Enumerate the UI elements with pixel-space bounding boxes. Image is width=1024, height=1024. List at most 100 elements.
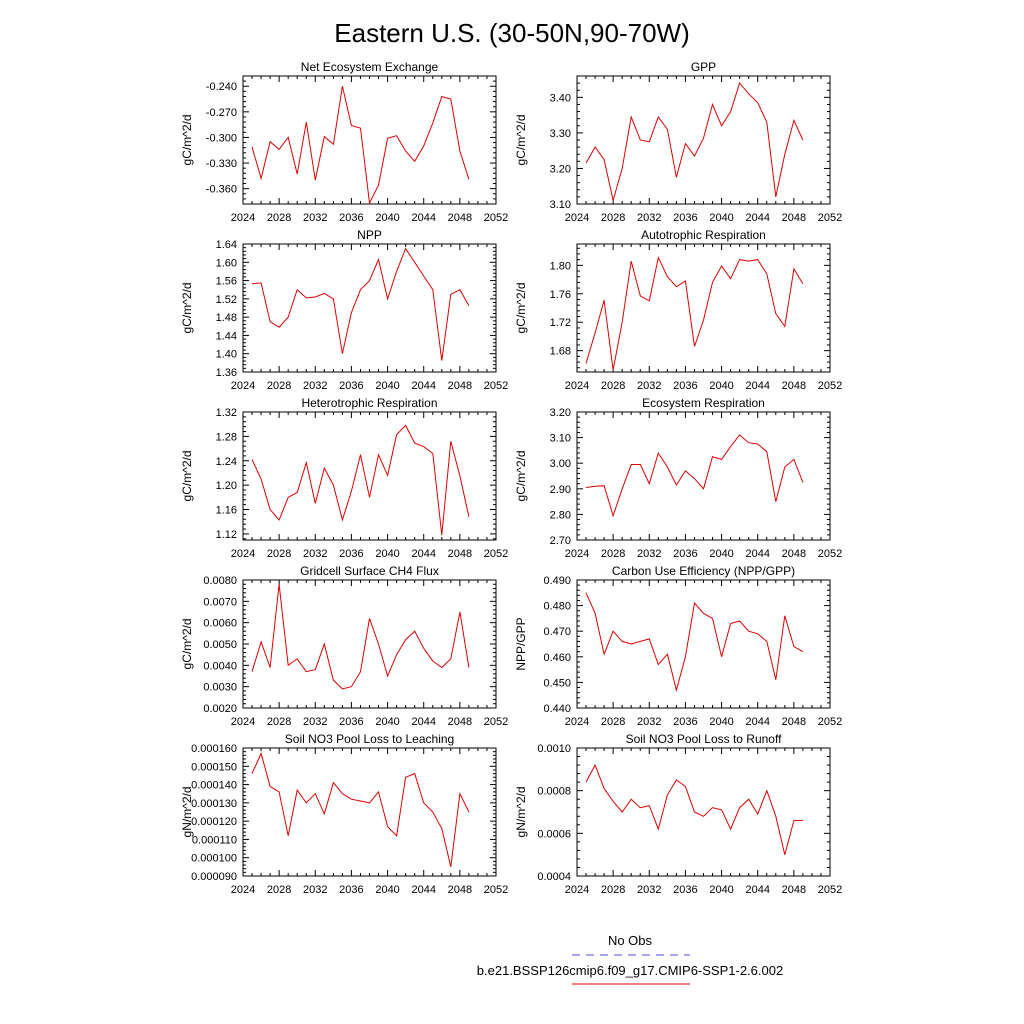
x-tick-label: 2052: [484, 716, 508, 728]
x-tick-label: 2048: [782, 716, 806, 728]
legend-obs-label: No Obs: [608, 933, 653, 948]
x-tick-label: 2040: [375, 716, 399, 728]
x-tick-label: 2024: [231, 884, 255, 896]
plot-frame: [576, 75, 831, 205]
y-tick-label: 1.20: [216, 480, 237, 492]
legend: No Obs b.e21.BSSP126cmip6.f09_g17.CMIP6-…: [477, 933, 783, 985]
series-line: [585, 82, 804, 201]
y-tick-label: 0.440: [543, 703, 571, 715]
chart-title: Autotrophic Respiration: [641, 228, 766, 242]
plot-frame: [576, 411, 831, 541]
x-tick-label: 2024: [565, 716, 589, 728]
y-tick-label: 0.470: [543, 626, 571, 638]
y-tick-label: 1.16: [216, 505, 237, 517]
y-tick-label: 0.000110: [192, 834, 237, 846]
y-tick-label: 0.0008: [537, 786, 571, 798]
x-tick-label: 2028: [267, 212, 291, 224]
y-axis-label: NPP/GPP: [514, 617, 528, 670]
x-tick-label: 2048: [448, 212, 472, 224]
x-tick-label: 2028: [267, 716, 291, 728]
x-tick-label: 2044: [411, 380, 435, 392]
x-tick-label: 2048: [448, 884, 472, 896]
x-tick-label: 2044: [745, 212, 769, 224]
x-tick-label: 2044: [745, 884, 769, 896]
y-tick-label: 3.20: [550, 163, 571, 175]
plot-frame: [242, 411, 497, 541]
y-tick-label: 1.52: [216, 294, 237, 306]
y-tick-label: 1.12: [216, 529, 237, 541]
chart-panel: Ecosystem Respiration gC/m^2/d 2024 2028 203…: [514, 396, 842, 560]
x-tick-label: 2044: [745, 548, 769, 560]
series-line: [251, 86, 470, 205]
plot-frame: [576, 579, 831, 709]
y-tick-label: 3.30: [550, 128, 571, 140]
y-axis-label: gC/m^2/d: [180, 619, 194, 670]
y-tick-label: 1.56: [216, 276, 237, 288]
page-title: Eastern U.S. (30-50N,90-70W): [334, 18, 689, 48]
series-line: [585, 592, 804, 693]
x-tick-label: 2040: [375, 884, 399, 896]
y-tick-label: 2.90: [550, 484, 571, 496]
x-tick-label: 2052: [484, 380, 508, 392]
x-tick-label: 2036: [339, 548, 363, 560]
chart-panel: Heterotrophic Respiration gC/m^2/d 2024 202…: [180, 396, 508, 560]
x-tick-label: 2044: [745, 716, 769, 728]
y-tick-label: 1.28: [216, 431, 237, 443]
y-tick-label: 1.60: [216, 257, 237, 269]
series-line: [251, 247, 470, 361]
y-tick-label: 2.80: [550, 509, 571, 521]
x-tick-label: 2024: [565, 212, 589, 224]
series-line: [251, 752, 470, 868]
x-tick-label: 2032: [637, 548, 661, 560]
chart-panel: NPP gC/m^2/d 2024 2028 2032 2036 2040 2044 2048 2…: [180, 228, 508, 392]
y-tick-label: 2.70: [550, 535, 571, 547]
chart-panel: Soil NO3 Pool Loss to Runoff gN/m^2/d 2024…: [514, 732, 842, 896]
y-tick-label: 1.76: [550, 289, 571, 301]
y-tick-label: 0.0030: [203, 682, 237, 694]
x-tick-label: 2040: [709, 548, 733, 560]
y-tick-label: 0.000090: [191, 871, 237, 883]
x-tick-label: 2032: [303, 548, 327, 560]
x-tick-label: 2052: [484, 212, 508, 224]
x-tick-label: 2028: [267, 380, 291, 392]
y-tick-label: 3.40: [550, 92, 571, 104]
series-line: [585, 255, 804, 370]
y-tick-label: 0.000160: [191, 743, 237, 755]
y-tick-label: 3.10: [550, 199, 571, 211]
x-tick-label: 2036: [339, 212, 363, 224]
chart-title: NPP: [357, 228, 382, 242]
x-tick-label: 2032: [637, 380, 661, 392]
y-tick-label: 0.450: [543, 677, 571, 689]
chart-title: Soil NO3 Pool Loss to Runoff: [626, 732, 783, 746]
x-tick-label: 2036: [673, 716, 697, 728]
x-tick-label: 2048: [782, 548, 806, 560]
y-tick-label: 0.0020: [203, 703, 237, 715]
y-tick-label: -0.330: [206, 158, 237, 170]
y-axis-label: gC/m^2/d: [180, 451, 194, 502]
chart-title: Ecosystem Respiration: [642, 396, 765, 410]
legend-model-label: b.e21.BSSP126cmip6.f09_g17.CMIP6-SSP1-2.…: [477, 963, 783, 978]
y-tick-label: 0.0080: [203, 575, 237, 587]
y-tick-label: 0.480: [543, 601, 571, 613]
y-tick-label: 3.20: [550, 407, 571, 419]
series-line: [585, 434, 804, 518]
x-tick-label: 2040: [709, 380, 733, 392]
x-tick-label: 2032: [303, 716, 327, 728]
x-tick-label: 2052: [818, 380, 842, 392]
y-tick-label: 1.24: [216, 456, 237, 468]
x-tick-label: 2048: [448, 548, 472, 560]
x-tick-label: 2044: [745, 380, 769, 392]
x-tick-label: 2036: [673, 884, 697, 896]
x-tick-label: 2044: [411, 716, 435, 728]
x-tick-label: 2048: [448, 380, 472, 392]
y-tick-label: 1.36: [216, 367, 237, 379]
y-axis-label: gC/m^2/d: [180, 115, 194, 166]
y-tick-label: 0.0004: [537, 871, 571, 883]
chart-panel: Gridcell Surface CH4 Flux gC/m^2/d 2024 202…: [180, 564, 508, 728]
x-tick-label: 2032: [637, 212, 661, 224]
x-tick-label: 2028: [267, 548, 291, 560]
chart-title: Gridcell Surface CH4 Flux: [300, 564, 439, 578]
y-tick-label: -0.300: [206, 132, 237, 144]
y-tick-label: 1.40: [216, 349, 237, 361]
x-tick-label: 2024: [565, 884, 589, 896]
